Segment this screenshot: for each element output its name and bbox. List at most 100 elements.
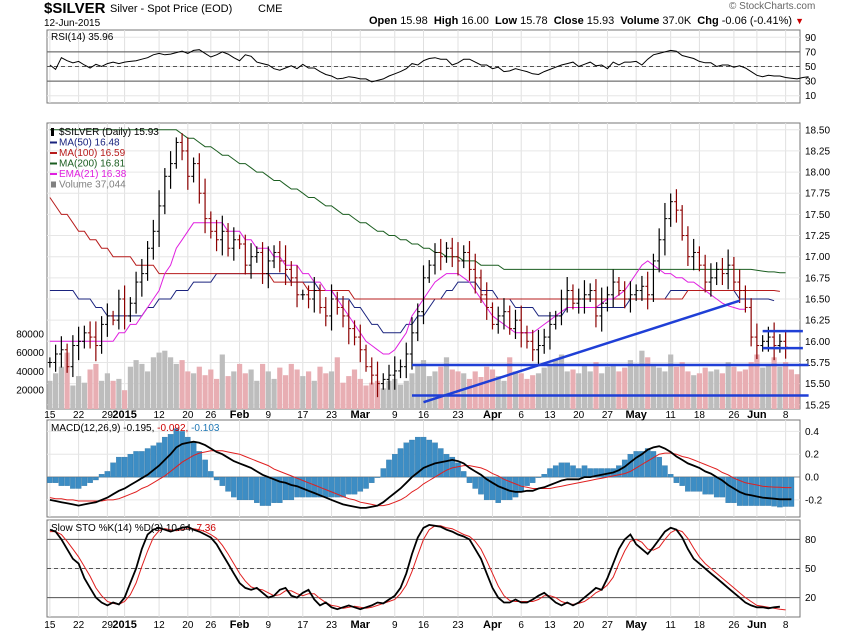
ohlc-bar <box>467 241 472 281</box>
macd-histogram-bar <box>466 476 473 483</box>
ohlc-bar <box>518 305 524 348</box>
rsi-y-tick-label: 10 <box>805 91 817 102</box>
volume-bar <box>64 352 70 409</box>
volume-bar <box>507 357 513 409</box>
macd-histogram-bar <box>593 468 599 478</box>
price-x-tick-label: 12 <box>154 410 166 421</box>
volume-bar <box>449 369 455 409</box>
macd-title-part: -0.103 <box>188 423 220 434</box>
macd-histogram-bar <box>506 476 513 501</box>
volume-bar <box>794 374 800 409</box>
volume-bar <box>300 376 306 409</box>
macd-histogram-bar <box>340 476 346 498</box>
volume-label: Volume <box>620 15 660 27</box>
sto-title-part: 7.36 <box>194 523 217 534</box>
macd-histogram-bar <box>127 454 134 478</box>
macd-histogram-bar <box>104 471 111 478</box>
sto-title-part: Slow STO %K(14) %D(3) <box>51 523 163 534</box>
price-x-tick-label: 23 <box>326 410 338 421</box>
macd-histogram-bar <box>311 476 318 498</box>
macd-histogram-bar <box>323 476 329 498</box>
volume-bar <box>254 380 260 409</box>
volume-bar <box>386 380 392 409</box>
macd-histogram-bar <box>346 476 352 495</box>
ohlc-bar <box>559 289 564 326</box>
ohlc-bar <box>702 254 708 293</box>
sto-x-tick-label: 9 <box>392 620 398 631</box>
ohlc-bar <box>679 205 685 241</box>
ohlc-bar <box>777 334 783 353</box>
price-x-tick-label: 23 <box>452 410 464 421</box>
legend-price-icon <box>51 128 54 136</box>
macd-histogram-bar <box>357 476 364 492</box>
high-value: 16.00 <box>461 15 489 27</box>
price-x-tick-label: Mar <box>350 409 370 421</box>
macd-histogram-bar <box>265 476 272 506</box>
volume-bar <box>564 371 570 409</box>
ohlc-bar <box>139 259 145 297</box>
volume-bar <box>495 376 501 409</box>
macd-histogram-bar <box>231 476 237 498</box>
volume-bar <box>599 373 605 409</box>
ohlc-bar <box>260 242 265 284</box>
volume-bar <box>788 369 794 409</box>
ohlc-bar <box>64 343 70 373</box>
volume-bar <box>765 363 771 409</box>
ohlc-bar <box>357 324 363 363</box>
sto-x-tick-label: 13 <box>544 620 556 631</box>
macd-histogram-bar <box>432 442 438 478</box>
sto-x-tick-label: 8 <box>783 620 789 631</box>
rsi-y-tick-label: 50 <box>805 62 817 73</box>
ohlc-bar <box>225 223 231 257</box>
price-x-tick-label: 6 <box>518 410 524 421</box>
volume-bar <box>570 369 576 409</box>
macd-histogram-bar <box>552 465 559 478</box>
ohlc-bar <box>605 286 610 312</box>
sto-x-tick-label: Mar <box>350 619 370 631</box>
macd-histogram-bar <box>673 476 680 483</box>
volume-bar <box>122 390 128 409</box>
volume-bar <box>380 388 386 409</box>
volume-bar <box>81 382 87 409</box>
macd-histogram-bar <box>489 476 496 501</box>
volume-bar <box>283 375 289 409</box>
macd-histogram-bar <box>288 476 295 501</box>
volume-bar <box>99 380 105 409</box>
macd-histogram-bar <box>369 476 375 483</box>
volume-bar <box>397 384 404 409</box>
price-x-tick-label: 20 <box>573 410 585 421</box>
macd-histogram-bar <box>633 451 639 478</box>
ohlc-bar <box>254 246 260 263</box>
ohlc-bar <box>472 253 478 294</box>
ohlc-bar <box>524 325 530 349</box>
price-x-tick-label: 13 <box>544 410 556 421</box>
volume-bar <box>432 371 438 409</box>
volume-value: 37.0K <box>662 15 692 27</box>
ohlc-bar <box>714 262 719 286</box>
open-value: 15.98 <box>400 15 428 27</box>
change-value: -0.06 (-0.41%) <box>721 15 793 27</box>
ohlc-bar <box>248 243 254 279</box>
ohlc-bar <box>656 228 662 273</box>
volume-bar <box>518 373 524 409</box>
volume-bar <box>53 373 59 409</box>
macd-histogram-bar <box>87 476 93 483</box>
legend-entry: $SILVER (Daily) 15.93 <box>59 127 159 138</box>
ohlc-bar <box>105 303 110 337</box>
price-y-tick-label: 16.75 <box>805 273 830 284</box>
volume-bar <box>754 354 760 409</box>
volume-bar <box>392 378 398 409</box>
macd-histogram-bar <box>627 454 634 478</box>
ohlc-bar <box>432 243 438 275</box>
ohlc-bar <box>685 226 691 266</box>
macd-title-part: MACD(12,26,9) <box>51 423 120 434</box>
macd-histogram-bar <box>110 462 116 478</box>
ohlc-bar <box>76 326 81 361</box>
ohlc-bar <box>323 297 329 327</box>
volume-bar <box>541 367 547 409</box>
volume-bar <box>87 369 93 409</box>
ohlc-bar <box>720 257 725 286</box>
volume-bar <box>328 371 335 409</box>
volume-bar <box>645 357 651 409</box>
